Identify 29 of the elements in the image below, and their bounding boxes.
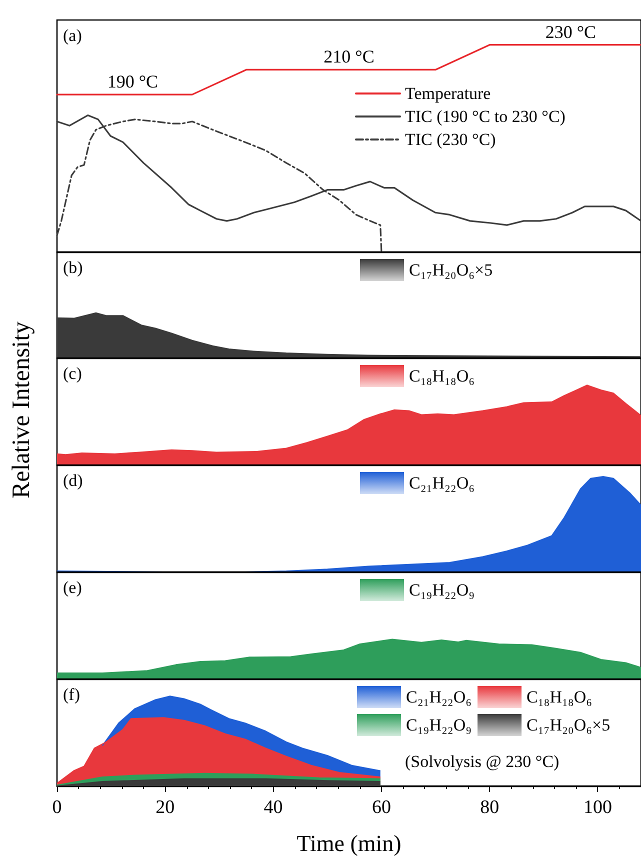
legend-label: TIC (190 °C to 230 °C) bbox=[405, 107, 566, 126]
x-axis-title: Time (min) bbox=[296, 831, 402, 856]
chart-title: (f) bbox=[63, 685, 80, 704]
x-tick-label: 0 bbox=[52, 797, 62, 818]
legend-label: C₁₇H₂₀O₆×5 bbox=[526, 716, 610, 734]
y-axis-title: Relative Intensity bbox=[8, 321, 36, 499]
legend-label: C₁₉H₂₂O₉ bbox=[406, 716, 472, 734]
chart-title: (b) bbox=[63, 258, 83, 277]
legend-label: Temperature bbox=[405, 84, 491, 103]
legend-label: C₁₈H₁₈O₆ bbox=[526, 688, 592, 706]
x-tick-label: 20 bbox=[156, 797, 175, 818]
chart-title: (a) bbox=[63, 26, 82, 45]
legend-label: C₁₇H₂₀O₆×5 bbox=[409, 260, 493, 280]
x-tick-label: 100 bbox=[583, 797, 612, 818]
x-tick-label: 80 bbox=[480, 797, 500, 818]
x-tick-label: 60 bbox=[372, 797, 391, 818]
legend-label: C₂₁H₂₂O₆ bbox=[409, 474, 475, 492]
legend-label: C₂₁H₂₂O₆ bbox=[406, 688, 472, 706]
legend-label: C₁₉H₂₂O₉ bbox=[409, 580, 475, 600]
legend-label: TIC (230 °C) bbox=[405, 130, 496, 149]
x-tick-label: 40 bbox=[264, 797, 283, 818]
annotation: 210 °C bbox=[324, 46, 374, 67]
annotation: 230 °C bbox=[545, 22, 596, 42]
annotation: 190 °C bbox=[107, 72, 158, 92]
chart-title: (d) bbox=[63, 471, 83, 490]
annotation: (Solvolysis @ 230 °C) bbox=[405, 752, 560, 771]
chart-title: (c) bbox=[63, 364, 82, 383]
chart-title: (e) bbox=[63, 578, 82, 597]
legend-label: C₁₈H₁₈O₆ bbox=[409, 366, 475, 386]
